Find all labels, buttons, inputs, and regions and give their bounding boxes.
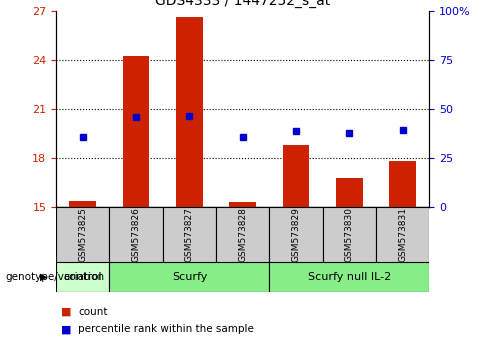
Bar (283, 145, 309, 207)
Text: ■: ■ (61, 307, 72, 316)
Text: GSM573826: GSM573826 (132, 207, 141, 262)
Bar (69, 200, 96, 207)
Bar (176, 17, 203, 207)
Text: GSM573829: GSM573829 (292, 207, 301, 262)
Text: Scurfy null IL-2: Scurfy null IL-2 (308, 272, 391, 282)
Title: GDS4333 / 1447252_s_at: GDS4333 / 1447252_s_at (155, 0, 330, 8)
Text: ■: ■ (61, 324, 72, 334)
Bar (123, 57, 149, 207)
Text: count: count (78, 307, 107, 316)
Text: ▶: ▶ (40, 272, 48, 282)
Bar (323, 207, 376, 262)
Bar (389, 161, 416, 207)
Bar (109, 262, 269, 292)
Bar (229, 202, 256, 207)
Bar (163, 207, 216, 262)
Bar (109, 207, 163, 262)
Bar (56, 207, 109, 262)
Bar (336, 178, 363, 207)
Text: GSM573825: GSM573825 (78, 207, 87, 262)
Text: control: control (63, 272, 102, 282)
Bar (376, 207, 429, 262)
Text: GSM573831: GSM573831 (398, 207, 407, 262)
Bar (56, 262, 109, 292)
Text: GSM573830: GSM573830 (345, 207, 354, 262)
Text: percentile rank within the sample: percentile rank within the sample (78, 324, 254, 334)
Text: Scurfy: Scurfy (172, 272, 207, 282)
Text: GSM573828: GSM573828 (238, 207, 247, 262)
Text: GSM573827: GSM573827 (185, 207, 194, 262)
Bar (269, 262, 429, 292)
Text: genotype/variation: genotype/variation (5, 272, 104, 282)
Bar (269, 207, 323, 262)
Bar (216, 207, 269, 262)
